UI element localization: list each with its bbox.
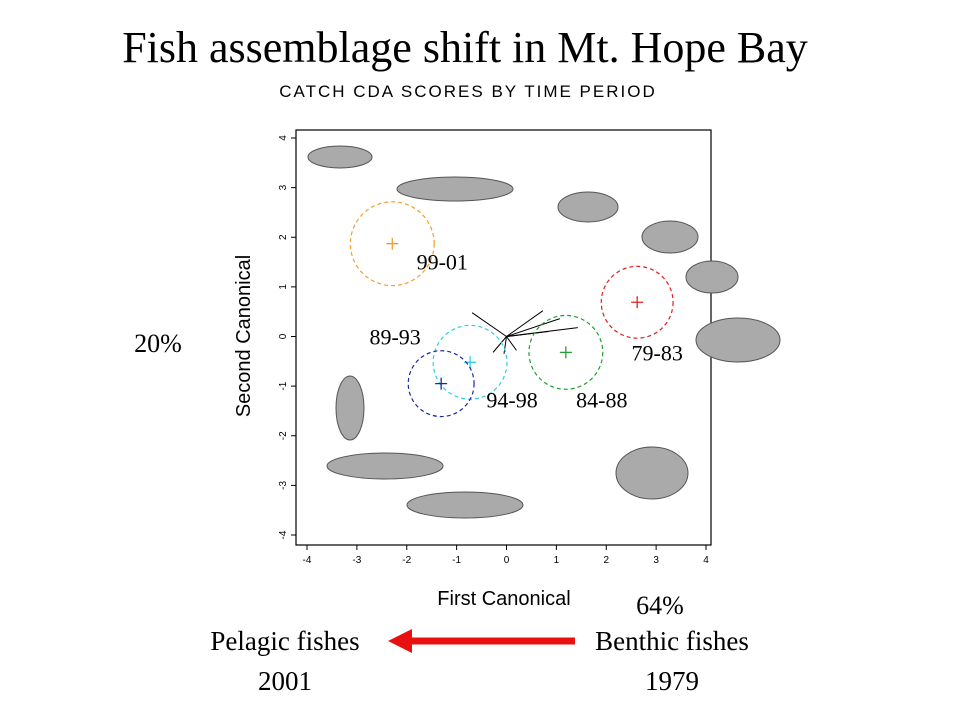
y-tick-label: 2 [278, 234, 289, 240]
x-tick-label: 2 [603, 555, 609, 566]
period-label: 99-01 [417, 250, 468, 275]
fish-icon [557, 191, 619, 223]
loading-vector [506, 331, 549, 337]
y-tick-label: 3 [278, 184, 289, 190]
loading-vector [503, 336, 507, 354]
subtitle: CATCH CDA SCORES BY TIME PERIOD [279, 82, 657, 101]
lobster-icon [335, 375, 365, 441]
fish-icon [406, 491, 524, 519]
x-tick-label: -3 [352, 555, 361, 566]
y-tick-label: -1 [278, 381, 289, 390]
centroid-marker [631, 296, 644, 309]
confidence-circle [600, 265, 674, 339]
title: Fish assemblage shift in Mt. Hope Bay [122, 23, 808, 72]
y-tick-label: 1 [278, 284, 289, 290]
centroid-marker [435, 377, 448, 390]
y-percent: 20% [134, 329, 182, 358]
period-label: 94-98 [486, 387, 537, 412]
loading-vector [471, 312, 507, 337]
confidence-circle [528, 314, 604, 390]
x-percent: 64% [636, 591, 684, 620]
y-tick-label: -4 [278, 530, 289, 539]
right-year: 1979 [645, 666, 699, 696]
right-group: Benthic fishes [595, 626, 749, 656]
x-axis-label: First Canonical [437, 588, 570, 610]
x-tick-label: -4 [303, 555, 312, 566]
fish-icon [685, 260, 739, 294]
x-tick-label: -2 [402, 555, 411, 566]
fish-icon [641, 220, 699, 254]
centroid-marker [559, 346, 572, 359]
confidence-circle [407, 350, 475, 418]
loading-vector [492, 336, 507, 353]
y-tick-label: 4 [278, 135, 289, 141]
fish-icon [695, 317, 781, 363]
confidence-circle [349, 201, 435, 287]
x-tick-label: -1 [452, 555, 461, 566]
x-tick-label: 4 [703, 555, 709, 566]
loading-vector [506, 310, 544, 337]
y-axis-label: Second Canonical [233, 255, 255, 417]
fish-icon [307, 145, 373, 169]
skate-icon [615, 446, 689, 500]
period-label: 89-93 [369, 325, 420, 350]
left-year: 2001 [258, 666, 312, 696]
period-label: 84-88 [576, 387, 627, 412]
fish-illustrations [307, 145, 781, 519]
fish-icon [326, 452, 444, 480]
arrow-head [388, 629, 412, 653]
centroid-marker [386, 237, 399, 250]
plot: -4 -3 -2 -1 0 1 2 3 4 -4 -3 -2 -1 0 1 2 3 4 99-01 79-8384-8… [278, 135, 709, 566]
loading-vector [506, 336, 517, 351]
x-tick-label: 0 [504, 555, 510, 566]
period-label: 79-83 [632, 340, 683, 365]
fish-icon [396, 176, 514, 202]
y-tick-label: -3 [278, 480, 289, 489]
loading-vector [506, 318, 561, 337]
x-tick-label: 3 [653, 555, 659, 566]
x-tick-label: 1 [554, 555, 560, 566]
y-tick-label: 0 [278, 333, 289, 339]
left-group: Pelagic fishes [210, 626, 359, 656]
y-tick-label: -2 [278, 431, 289, 440]
